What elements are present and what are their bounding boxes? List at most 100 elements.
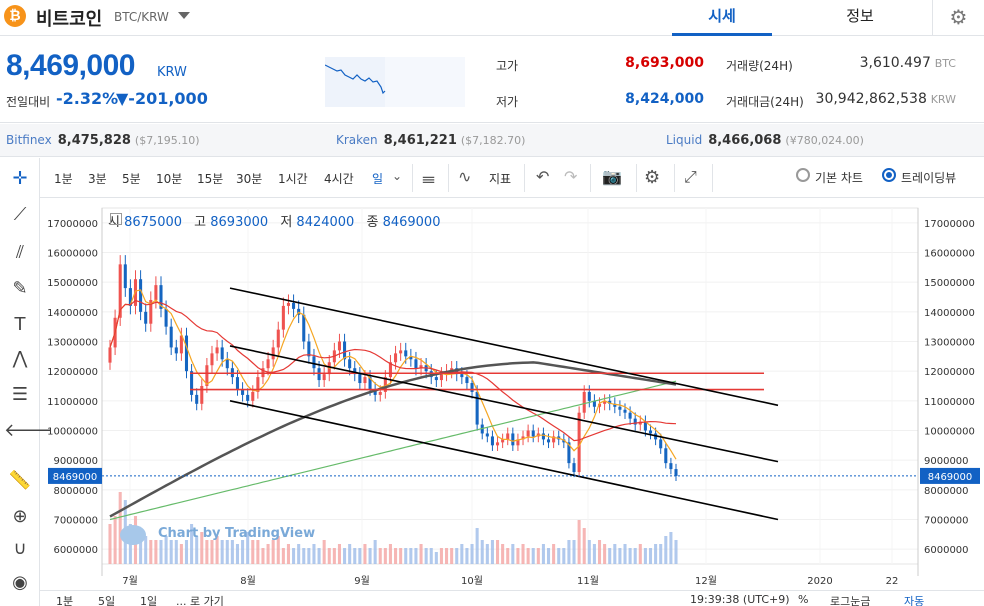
candle-body [526, 430, 530, 437]
volume-bar [638, 544, 642, 564]
candle-body [531, 430, 535, 437]
volume-bar [450, 548, 454, 564]
volume-bar [281, 548, 285, 564]
text-icon[interactable]: T [14, 314, 26, 335]
undo-icon[interactable]: ↶ [536, 167, 550, 186]
price-panel: 8,469,000 KRW 전일대비 -2.32% ▼-201,000 고가 8… [0, 37, 984, 123]
volume-bar [567, 540, 571, 564]
range-1m[interactable]: 1분 [56, 595, 74, 606]
y-tick-label-left: 9000000 [53, 456, 98, 467]
volume-bar [184, 540, 189, 564]
last-price-tag-right [920, 467, 980, 484]
gear-icon[interactable]: ⚙ [932, 0, 984, 36]
volume-bar [429, 548, 433, 564]
volume-bar [506, 548, 510, 564]
candle-body [368, 377, 372, 389]
percent-toggle[interactable]: % [798, 593, 809, 606]
range-5d[interactable]: 5일 [98, 595, 116, 606]
volume-bar [516, 548, 520, 564]
interval-5m[interactable]: 5분 [122, 172, 141, 186]
toolbar-divider [412, 164, 413, 192]
auto-scale-toggle[interactable]: 자동 [904, 595, 925, 606]
trend-line-icon[interactable]: ⟋ [13, 204, 27, 225]
pattern-icon[interactable]: ⋀ [12, 348, 28, 369]
indicator-button[interactable]: 지표 [489, 172, 512, 186]
candle-body [241, 388, 245, 395]
toolbar-divider [524, 164, 525, 192]
indicator-icon[interactable]: ∿ [458, 167, 472, 186]
candle-body [475, 391, 479, 425]
range-1d[interactable]: 1일 [140, 595, 158, 606]
interval-10m[interactable]: 10분 [156, 172, 183, 186]
candle-body [286, 302, 290, 306]
crosshair-icon[interactable]: ✛ [12, 168, 28, 189]
interval-30m[interactable]: 30분 [236, 172, 263, 186]
candlestick-icon[interactable]: 𝍢 [422, 168, 436, 187]
basic-chart-label[interactable]: 기본 차트 [815, 171, 863, 185]
basic-chart-radio[interactable] [796, 168, 810, 182]
log-scale-toggle[interactable]: 로그눈금 [830, 595, 871, 606]
settings-icon[interactable]: ⚙ [644, 167, 661, 188]
volume-bar [169, 540, 173, 564]
zoom-in-icon[interactable]: ⊕ [12, 506, 28, 527]
collapse-legend-icon[interactable] [110, 213, 122, 225]
pitchfork-icon[interactable]: ⫽ [15, 242, 25, 263]
candle-body [608, 400, 612, 404]
y-tick-label-right: 15000000 [924, 278, 975, 289]
candle-body [139, 279, 143, 312]
y-tick-label-left: 10000000 [47, 427, 98, 438]
last-price-tag-left [48, 467, 102, 484]
interval-1m[interactable]: 1분 [54, 172, 73, 186]
fullscreen-icon[interactable]: ⤢ [684, 167, 697, 186]
candle-body [348, 359, 352, 369]
candle-body [633, 418, 637, 425]
magnet-icon[interactable]: ∪ [13, 538, 27, 559]
x-tick-label: 7월 [122, 575, 138, 587]
toolbar-divider [590, 164, 591, 192]
fib-icon[interactable]: ☰ [11, 384, 29, 405]
tradingview-radio[interactable] [882, 168, 896, 182]
camera-icon[interactable]: 📷 [602, 167, 622, 186]
brush-icon[interactable]: ✎ [12, 278, 28, 299]
candle-body [546, 439, 551, 443]
candle-body [414, 359, 418, 369]
candle-body [358, 374, 362, 384]
volume-bar [597, 540, 602, 564]
volume-bar [546, 548, 551, 564]
coin-name[interactable]: 비트코인 [36, 9, 103, 30]
redo-icon[interactable]: ↷ [564, 167, 578, 186]
candle-body [623, 409, 627, 413]
interval-1h[interactable]: 1시간 [278, 172, 308, 186]
ruler-icon[interactable]: 📏 [8, 470, 32, 491]
chevron-down-icon[interactable]: ⌄ [392, 169, 403, 183]
candlestick-chart[interactable]: 17000000 17000000 16000000 16000000 15000000… [40, 198, 984, 590]
candle-body [343, 341, 347, 360]
price-chart-area[interactable]: 17000000 17000000 16000000 16000000 15000000… [40, 198, 984, 590]
candle-body [159, 285, 163, 309]
ma-long-line [109, 380, 677, 521]
interval-3m[interactable]: 3분 [88, 172, 107, 186]
interval-15m[interactable]: 15분 [197, 172, 224, 186]
tab-info[interactable]: 정보 [846, 7, 874, 25]
volume-bar [348, 544, 352, 564]
candle-body [164, 308, 168, 327]
toolbar-divider [674, 164, 675, 192]
volume-bar [399, 548, 403, 564]
volume-bar [261, 548, 265, 564]
tradingview-label[interactable]: 트레이딩뷰 [901, 171, 957, 185]
toolbar-divider [636, 164, 637, 192]
chevron-down-icon[interactable] [178, 12, 190, 19]
back-arrow-icon[interactable]: 🡐 [4, 420, 53, 441]
goto-date[interactable]: ... 로 가기 [176, 595, 224, 606]
volume-bar [383, 548, 387, 564]
eye-icon[interactable]: ◉ [12, 572, 28, 593]
volume-bar [582, 528, 586, 564]
channel-bottom-line [229, 400, 779, 521]
interval-4h[interactable]: 4시간 [324, 172, 354, 186]
exchange-liquid: Liquid 8,466,068 (¥780,024.00) [666, 133, 864, 148]
interval-day[interactable]: 일 [372, 172, 384, 186]
tab-ticker[interactable]: 시세 [672, 0, 772, 36]
candle-body [195, 394, 199, 404]
candle-body [215, 347, 219, 354]
